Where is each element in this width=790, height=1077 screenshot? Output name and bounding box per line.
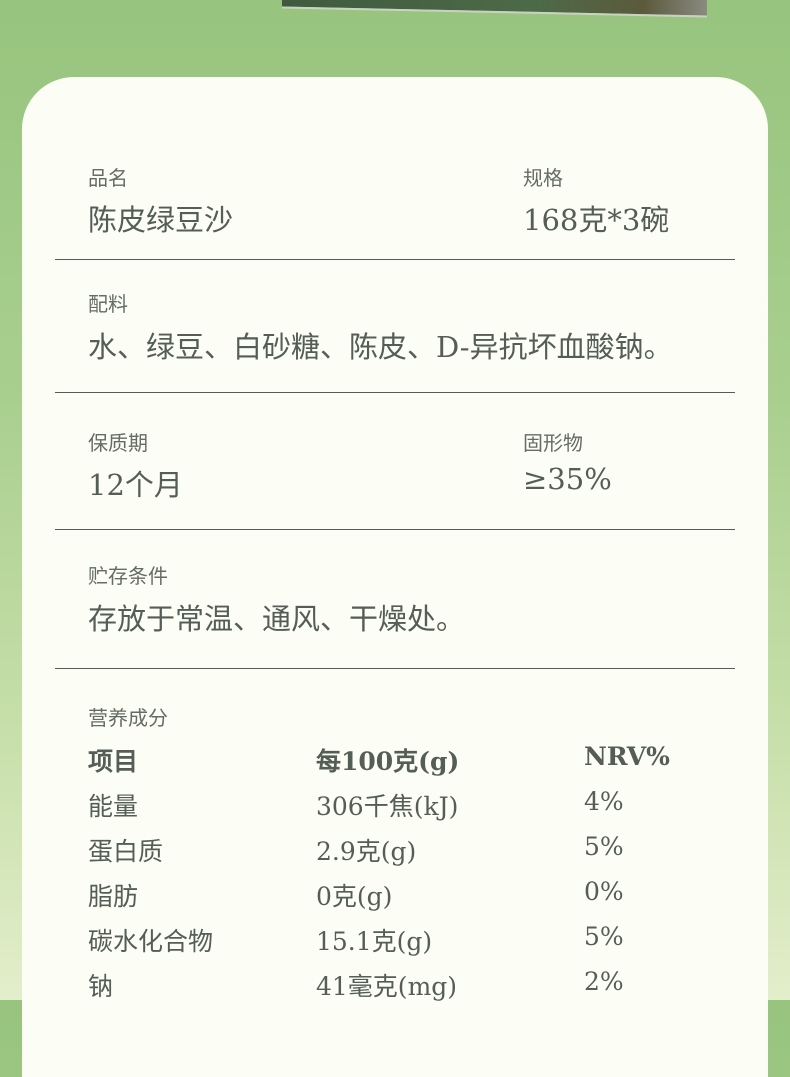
nutrient-name: 蛋白质 [88,837,164,866]
name-label: 品名 [88,166,128,190]
shelf-life-label: 保质期 [88,431,148,455]
solids-value: ≥35% [523,462,612,496]
info-card [22,77,768,1077]
ingredients-label: 配料 [88,292,128,316]
nutrient-amount: 306千焦(kJ) [316,792,459,821]
nutrient-amount: 0克(g) [316,882,393,911]
shelf-life-value: 12个月 [88,468,183,502]
storage-label: 贮存条件 [88,564,168,588]
nutrient-name: 脂肪 [88,882,139,911]
name-value: 陈皮绿豆沙 [88,203,234,237]
nutrient-amount: 41毫克(mg) [316,972,458,1001]
spec-value: 168克*3碗 [523,203,670,237]
spec-label: 规格 [523,166,563,190]
header-nrv: NRV% [584,742,670,771]
product-box-image [282,0,707,18]
nutrient-name: 能量 [88,792,139,821]
divider [55,668,735,669]
divider [55,259,735,260]
nutrient-amount: 2.9克(g) [316,837,417,866]
divider [55,529,735,530]
header-item: 项目 [88,747,139,776]
nutrient-nrv: 0% [584,877,624,906]
header-per100g: 每100克(g) [316,747,460,776]
ingredients-value: 水、绿豆、白砂糖、陈皮、D-异抗坏血酸钠。 [88,330,673,364]
nutrient-name: 碳水化合物 [88,927,214,956]
storage-value: 存放于常温、通风、干燥处。 [88,602,466,636]
divider [55,392,735,393]
nutrient-nrv: 5% [584,832,624,861]
nutrient-amount: 15.1克(g) [316,927,433,956]
solids-label: 固形物 [523,431,583,455]
nutrient-nrv: 5% [584,922,624,951]
nutrient-name: 钠 [88,972,114,1001]
nutrient-nrv: 4% [584,787,624,816]
nutrition-label: 营养成分 [88,706,168,730]
nutrient-nrv: 2% [584,967,624,996]
